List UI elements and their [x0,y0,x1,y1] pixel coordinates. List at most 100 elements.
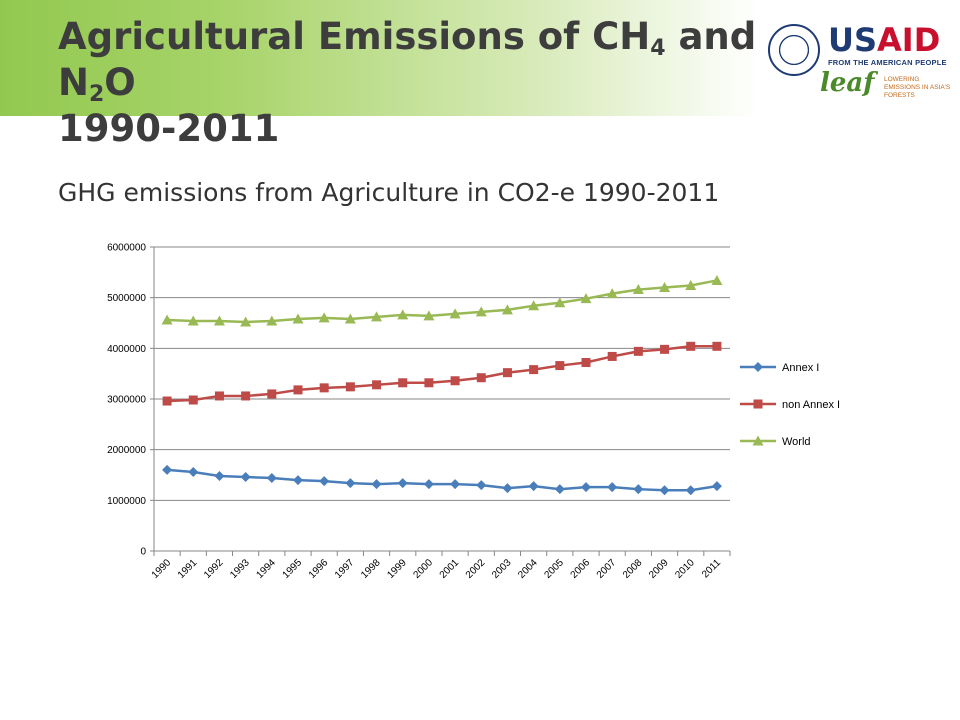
usaid-seal-icon [768,24,820,76]
series-annex-i [162,464,722,496]
usaid-logo-aid: AID [877,21,941,59]
data-point [213,315,225,326]
x-tick-label: 1999 [385,557,409,581]
legend: Annex I non Annex I World [740,362,840,448]
x-tick-label: 2002 [464,557,488,581]
data-point [241,391,251,401]
data-point [712,341,722,351]
data-point [371,311,383,322]
data-point [659,282,671,293]
data-point [607,351,617,361]
data-point [606,288,618,299]
data-point [423,479,434,490]
x-tick-label: 2011 [700,557,723,580]
data-point [502,483,513,494]
title-band [0,0,760,116]
x-tick-label: 2006 [569,557,593,581]
data-point [161,314,173,325]
x-tick-label: 2007 [595,557,619,581]
x-tick-label: 2009 [647,557,671,581]
data-point [555,361,565,371]
y-tick-label: 3000000 [107,395,146,406]
data-point [660,344,670,354]
x-tick-label: 1998 [359,557,383,581]
data-point [397,309,409,320]
y-tick-label: 4000000 [107,344,146,355]
title-years: 1990-2011 [58,107,280,150]
data-point [319,383,329,393]
data-point [293,385,303,395]
data-point [266,473,277,484]
x-tick-label: 1994 [254,557,278,581]
logo-area: USAID FROM THE AMERICAN PEOPLE leaf LOWE… [768,20,953,100]
series-line [166,468,718,492]
usaid-logo: USAID [828,22,940,58]
legend-label: Annex I [782,362,819,374]
title-part-b: and N [58,15,757,104]
data-point [686,341,696,351]
series-line [167,345,717,403]
slide-title: Agricultural Emissions of CH4 and N2O 19… [58,14,758,152]
x-tick-label: 2010 [673,557,697,581]
data-point [529,365,539,375]
data-point [188,466,199,477]
data-point [501,304,513,315]
x-tick-label: 2008 [621,557,645,581]
data-point [214,471,225,482]
data-point [319,476,330,487]
x-tick-label: 1993 [228,557,252,581]
data-point [162,464,173,475]
data-point [528,481,539,492]
data-point [685,280,697,291]
data-point [580,293,592,304]
title-sub-2: 2 [88,82,105,107]
data-point [449,308,461,319]
data-point [398,378,408,388]
data-point [266,315,278,326]
title-sub-4: 4 [650,36,666,61]
data-point [214,391,224,401]
x-axis: 1990 1991 1992 1993 1994 1995 1996 1997 1998 1999… [150,550,731,581]
leaf-tagline: LOWERING EMISSIONS IN ASIA'S FORESTS [884,76,951,99]
data-point [475,306,487,317]
legend-label: non Annex I [782,399,840,411]
data-point [711,274,723,285]
x-tick-label: 1990 [150,557,174,581]
leaf-logo: leaf [820,68,875,98]
data-point [711,481,722,492]
data-point [633,484,644,495]
data-point [502,368,512,378]
gridlines [154,246,730,552]
x-tick-label: 1991 [176,557,200,581]
series-group [161,274,723,496]
data-point [659,485,670,496]
data-point [344,313,356,324]
legend-label: World [782,436,811,448]
data-point [292,313,304,324]
y-tick-label: 6000000 [107,243,146,254]
series-world [161,274,723,327]
y-tick-label: 1000000 [107,496,146,507]
x-tick-label: 2004 [516,557,540,581]
data-point [528,300,540,311]
data-point [187,315,199,326]
legend-marker [753,399,763,409]
data-point [424,378,434,388]
data-point [188,395,198,405]
line-chart: 0 1000000 2000000 3000000 4000000 5000000 6000… [107,243,840,581]
legend-item-1: non Annex I [740,399,840,411]
data-point [372,380,382,390]
data-point [450,376,460,386]
data-point [397,478,408,489]
x-tick-label: 1996 [307,557,331,581]
x-tick-label: 2000 [412,557,436,581]
legend-item-0: Annex I [740,362,819,374]
x-tick-label: 1995 [281,557,305,581]
data-point [240,316,252,327]
title-part-c: O [104,61,136,104]
legend-marker [752,435,764,446]
data-point [371,479,382,490]
data-point [554,297,566,308]
series-non-annex-i [162,341,722,406]
data-point [450,479,461,490]
